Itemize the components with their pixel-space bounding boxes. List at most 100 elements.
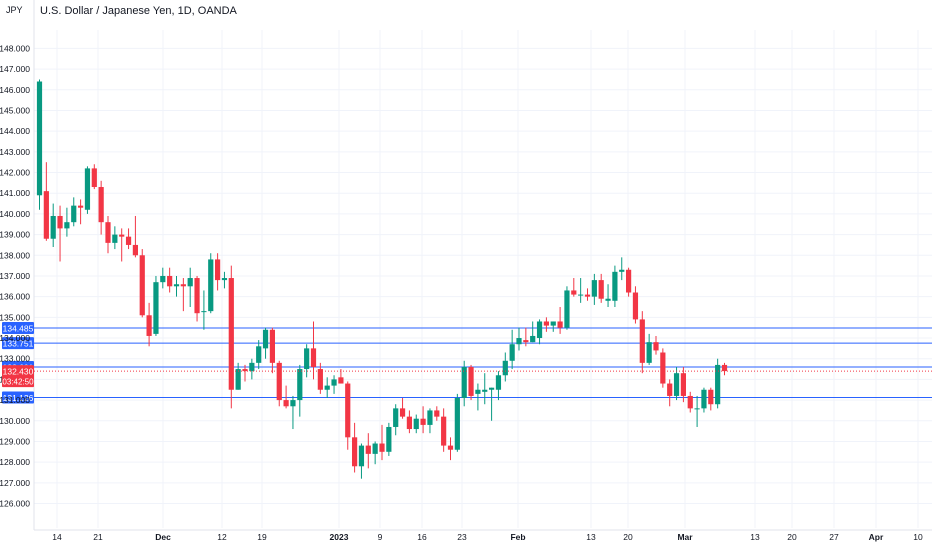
candle-body xyxy=(84,168,91,210)
level-label-bg xyxy=(2,391,34,404)
candle xyxy=(57,205,63,262)
y-tick-label: 135.000 xyxy=(0,312,30,322)
y-tick-label: 130.000 xyxy=(0,416,30,426)
x-tick-label: 13 xyxy=(586,532,596,542)
candle xyxy=(639,311,645,374)
candle xyxy=(399,398,406,419)
candle-body xyxy=(50,215,56,239)
candle-body xyxy=(386,426,392,452)
candle-body xyxy=(680,373,686,396)
candle xyxy=(687,391,693,413)
candle-body xyxy=(290,400,296,407)
x-tick-label: Feb xyxy=(510,532,525,542)
candle-body xyxy=(125,236,132,245)
x-tick-label: 21 xyxy=(93,532,103,542)
candle-body xyxy=(632,292,639,320)
candle xyxy=(441,408,447,452)
y-tick-label: 140.000 xyxy=(0,209,30,219)
currency-label: JPY xyxy=(6,5,23,15)
candle-body xyxy=(139,255,145,316)
candle xyxy=(660,348,666,388)
y-tick-label: 141.000 xyxy=(0,188,30,198)
candle xyxy=(708,387,714,411)
candle xyxy=(434,406,440,421)
candle-body xyxy=(557,321,563,328)
candle xyxy=(591,273,597,305)
candle-body xyxy=(365,445,371,454)
candle xyxy=(619,257,625,281)
candle-body xyxy=(146,315,152,336)
candle xyxy=(694,395,700,427)
y-tick-label: 131.000 xyxy=(0,395,30,405)
candle-body xyxy=(105,222,111,243)
candle-body xyxy=(427,410,433,425)
candle xyxy=(427,408,433,434)
candle-body xyxy=(221,278,228,281)
candle xyxy=(715,358,721,409)
candle-body xyxy=(715,364,721,405)
candle-body xyxy=(324,385,330,390)
candle xyxy=(310,321,317,380)
candle xyxy=(208,253,214,314)
x-tick-label: 9 xyxy=(378,532,383,542)
x-tick-label: 19 xyxy=(257,532,267,542)
candle-body xyxy=(64,222,70,229)
price-axis[interactable]: 126.000 127.000 128.000 129.000 130.000 131.0… xyxy=(0,43,30,508)
candle xyxy=(721,362,728,376)
candle-body xyxy=(98,187,104,223)
y-tick-label: 146.000 xyxy=(0,85,30,95)
candle xyxy=(50,203,56,248)
candle xyxy=(509,329,515,370)
candle xyxy=(612,265,618,307)
candle xyxy=(139,249,145,318)
candle-body xyxy=(687,395,693,409)
candle-body xyxy=(639,319,645,363)
candle-body xyxy=(502,360,508,376)
candles xyxy=(36,79,728,479)
candle-body xyxy=(262,329,269,349)
candle xyxy=(598,273,604,303)
candle-body xyxy=(536,321,543,339)
candle xyxy=(105,215,111,254)
candle xyxy=(187,267,193,307)
time-axis[interactable]: 14 21 Dec 12 19 2023 9 16 23 Feb 13 20 Mar 13 20 27 Apr 1… xyxy=(52,532,923,542)
candle-body xyxy=(509,344,515,361)
candle xyxy=(228,265,234,409)
x-tick-label: 14 xyxy=(52,532,62,542)
candle xyxy=(256,340,262,370)
candle-body xyxy=(71,205,77,223)
candle xyxy=(304,344,310,378)
candle-body xyxy=(721,364,728,372)
candle-body xyxy=(673,373,680,396)
candle xyxy=(249,358,255,380)
candle xyxy=(262,327,269,359)
candle xyxy=(215,253,221,291)
y-tick-label: 134.000 xyxy=(0,333,30,343)
candle xyxy=(36,79,43,210)
candle-body xyxy=(516,338,522,345)
y-tick-label: 136.000 xyxy=(0,292,30,302)
current-price-value: 132.430 xyxy=(3,367,34,377)
candle xyxy=(564,286,570,330)
candle-body xyxy=(119,234,125,237)
candle xyxy=(146,302,152,347)
candle xyxy=(393,404,399,436)
candle-body xyxy=(249,362,255,372)
y-tick-label: 127.000 xyxy=(0,478,30,488)
candle xyxy=(605,284,611,307)
candle xyxy=(632,286,639,324)
candle xyxy=(290,395,296,430)
x-tick-label: 16 xyxy=(417,532,427,542)
candle xyxy=(578,278,584,303)
y-tick-label: 148.000 xyxy=(0,43,30,53)
candle xyxy=(420,406,426,434)
candle xyxy=(71,197,77,227)
candle xyxy=(447,437,454,461)
candle xyxy=(91,164,97,190)
x-tick-label: Mar xyxy=(677,532,693,542)
candle-body xyxy=(201,311,207,313)
y-tick-label: 143.000 xyxy=(0,147,30,157)
